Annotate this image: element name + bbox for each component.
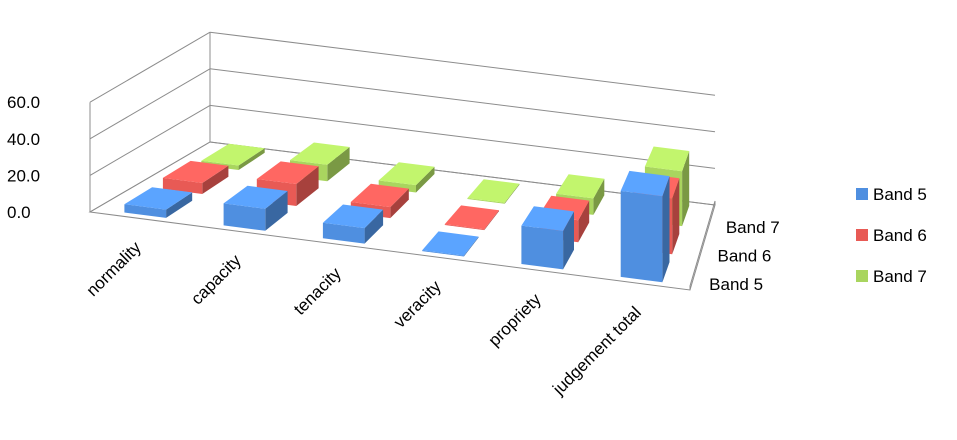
bar-front <box>124 204 167 218</box>
bar-side <box>578 200 590 243</box>
bar-front <box>521 225 564 270</box>
depth-label: Band 6 <box>718 247 772 266</box>
bar-top <box>350 183 409 208</box>
bar-front <box>444 224 485 231</box>
bar-side <box>202 165 229 194</box>
y-tick-label: 20.0 <box>7 166 40 185</box>
legend-swatch <box>856 270 868 282</box>
bar-side <box>593 178 605 215</box>
bar-side <box>682 151 690 227</box>
bar-front <box>422 250 464 257</box>
bar-top <box>322 204 384 229</box>
bar-side <box>364 209 384 244</box>
chart-walls <box>88 31 716 291</box>
bar-top <box>256 161 319 184</box>
category-label: propriety <box>485 290 546 351</box>
bar-top <box>290 142 350 165</box>
bar-side <box>672 178 680 255</box>
bar-top <box>620 170 670 197</box>
floor-right-edge <box>689 200 716 290</box>
bar-top <box>444 205 499 230</box>
depth-label: Band 7 <box>726 218 780 237</box>
side-gridline <box>89 31 211 103</box>
bar-side <box>327 147 350 182</box>
legend-label: Band 6 <box>873 226 927 245</box>
bar <box>322 204 384 244</box>
bar <box>223 185 288 231</box>
category-label: capacity <box>187 251 245 309</box>
bar-front <box>223 203 266 231</box>
bar-side <box>166 192 193 218</box>
y-axis-ticks: 0.0 20.0 40.0 60.0 <box>7 93 40 222</box>
category-label: judgement total <box>548 303 644 399</box>
bar-top <box>162 160 229 183</box>
bar <box>422 231 479 257</box>
bar <box>124 187 193 218</box>
bar-top <box>201 143 265 166</box>
y-tick-label: 0.0 <box>7 203 31 222</box>
bar-side <box>563 211 574 270</box>
bar <box>620 170 670 283</box>
bar <box>444 205 499 231</box>
bar <box>521 206 574 270</box>
bar-top <box>378 162 435 186</box>
bar-top <box>644 146 690 172</box>
bar-top <box>124 187 193 210</box>
bar-side <box>390 188 409 219</box>
category-label: veracity <box>390 277 445 332</box>
bar-top <box>467 179 520 203</box>
bar <box>162 160 229 194</box>
bar-side <box>504 183 520 204</box>
bar-side <box>265 191 288 231</box>
y-tick-label: 60.0 <box>7 93 40 112</box>
bar-side <box>463 236 479 257</box>
legend-swatch <box>856 188 868 200</box>
bar-side <box>484 210 499 231</box>
bar <box>467 179 520 204</box>
legend: Band 5 Band 6 Band 7 <box>856 185 927 286</box>
bar-front <box>620 190 663 283</box>
bar-top <box>521 206 574 231</box>
bar-front <box>322 222 365 244</box>
bar-side <box>416 166 435 193</box>
legend-label: Band 7 <box>873 267 927 286</box>
side-gridline <box>89 68 211 140</box>
bar-top <box>223 185 288 209</box>
gridline <box>209 31 716 96</box>
legend-label: Band 5 <box>873 185 927 204</box>
category-label: tenacity <box>290 264 345 319</box>
bar-side <box>662 176 670 283</box>
gridline <box>209 68 716 133</box>
legend-swatch <box>856 229 868 241</box>
bar-top <box>556 174 605 199</box>
depth-labels: Band 5 Band 6 Band 7 <box>709 218 780 294</box>
depth-label: Band 5 <box>709 275 763 294</box>
y-tick-label: 40.0 <box>7 130 40 149</box>
gridline <box>209 104 716 169</box>
bar-side <box>238 148 265 170</box>
bar-top <box>422 231 479 256</box>
side-gridline <box>89 104 211 176</box>
bars <box>124 142 690 283</box>
category-label: normality <box>83 238 146 301</box>
bar-front <box>467 198 505 204</box>
bar-side <box>296 166 319 206</box>
